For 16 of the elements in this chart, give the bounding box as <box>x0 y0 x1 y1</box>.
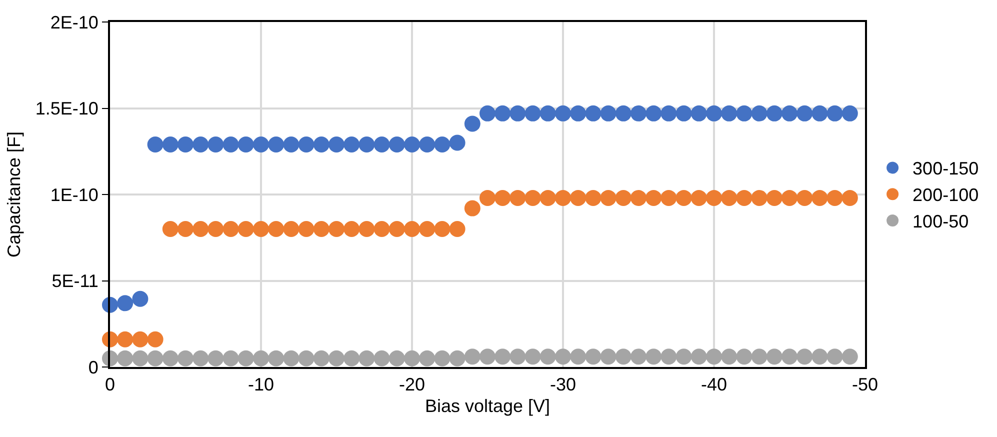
x-axis-title: Bias voltage [V] <box>424 396 550 416</box>
legend-label: 300-150 <box>912 158 979 179</box>
x-tick-label: -10 <box>248 374 274 395</box>
legend-label: 200-100 <box>912 185 979 206</box>
x-tick-label: 0 <box>104 374 116 395</box>
x-tick-label: -50 <box>852 374 878 395</box>
x-tick-label: -20 <box>398 374 426 395</box>
y-tick-label: 5E-11 <box>52 271 98 292</box>
y-tick-label: 2E-10 <box>50 12 98 32</box>
y-tick-label: 0 <box>88 357 98 378</box>
legend-label: 100-50 <box>912 212 969 232</box>
x-tick-label: -40 <box>700 374 728 395</box>
x-tick-label: -30 <box>550 374 576 395</box>
y-tick-label: 1.5E-10 <box>35 98 98 119</box>
y-axis-title: Capacitance [F] <box>4 131 24 258</box>
y-tick-label: 1E-10 <box>50 184 98 205</box>
